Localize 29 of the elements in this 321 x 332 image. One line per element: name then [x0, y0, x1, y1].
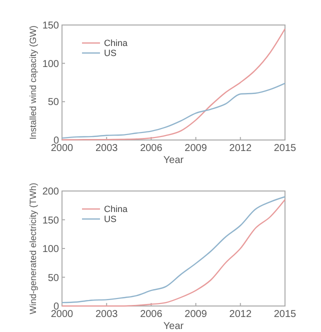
x-tick-label: 2000: [50, 309, 74, 320]
x-tick-label: 2015: [274, 309, 297, 320]
y-axis-title: Wind-generated electricity (TWh): [28, 182, 38, 314]
line-series: [61, 82, 286, 139]
x-tick-label: 2015: [274, 143, 297, 154]
legend-label: China: [104, 204, 128, 214]
x-tick-label: 2003: [95, 309, 118, 320]
y-tick-label: 200: [42, 186, 60, 198]
y-tick-label: 50: [48, 272, 60, 284]
x-tick-label: 2003: [95, 143, 118, 154]
legend-label: US: [104, 48, 117, 58]
x-tick-label: 2006: [140, 143, 163, 154]
y-tick-label: 100: [42, 58, 60, 70]
x-tick-label: 2006: [140, 309, 163, 320]
y-axis-title: Installed wind capacity (GW): [28, 25, 38, 140]
line-series: [61, 28, 286, 140]
x-tick-label: 2012: [229, 143, 252, 154]
x-tick-label: 2009: [184, 309, 208, 320]
x-tick-label: 2000: [50, 143, 74, 154]
x-axis-title: Year: [163, 321, 184, 332]
x-tick-label: 2009: [184, 143, 208, 154]
y-tick-label: 100: [42, 244, 60, 255]
legend-label: US: [104, 214, 117, 224]
y-tick-label: 150: [42, 215, 60, 226]
y-tick-label: 50: [48, 97, 60, 108]
legend-label: China: [104, 38, 128, 48]
x-axis-title: Year: [163, 155, 184, 166]
y-tick-label: 150: [42, 20, 60, 32]
x-tick-label: 2012: [229, 309, 252, 320]
